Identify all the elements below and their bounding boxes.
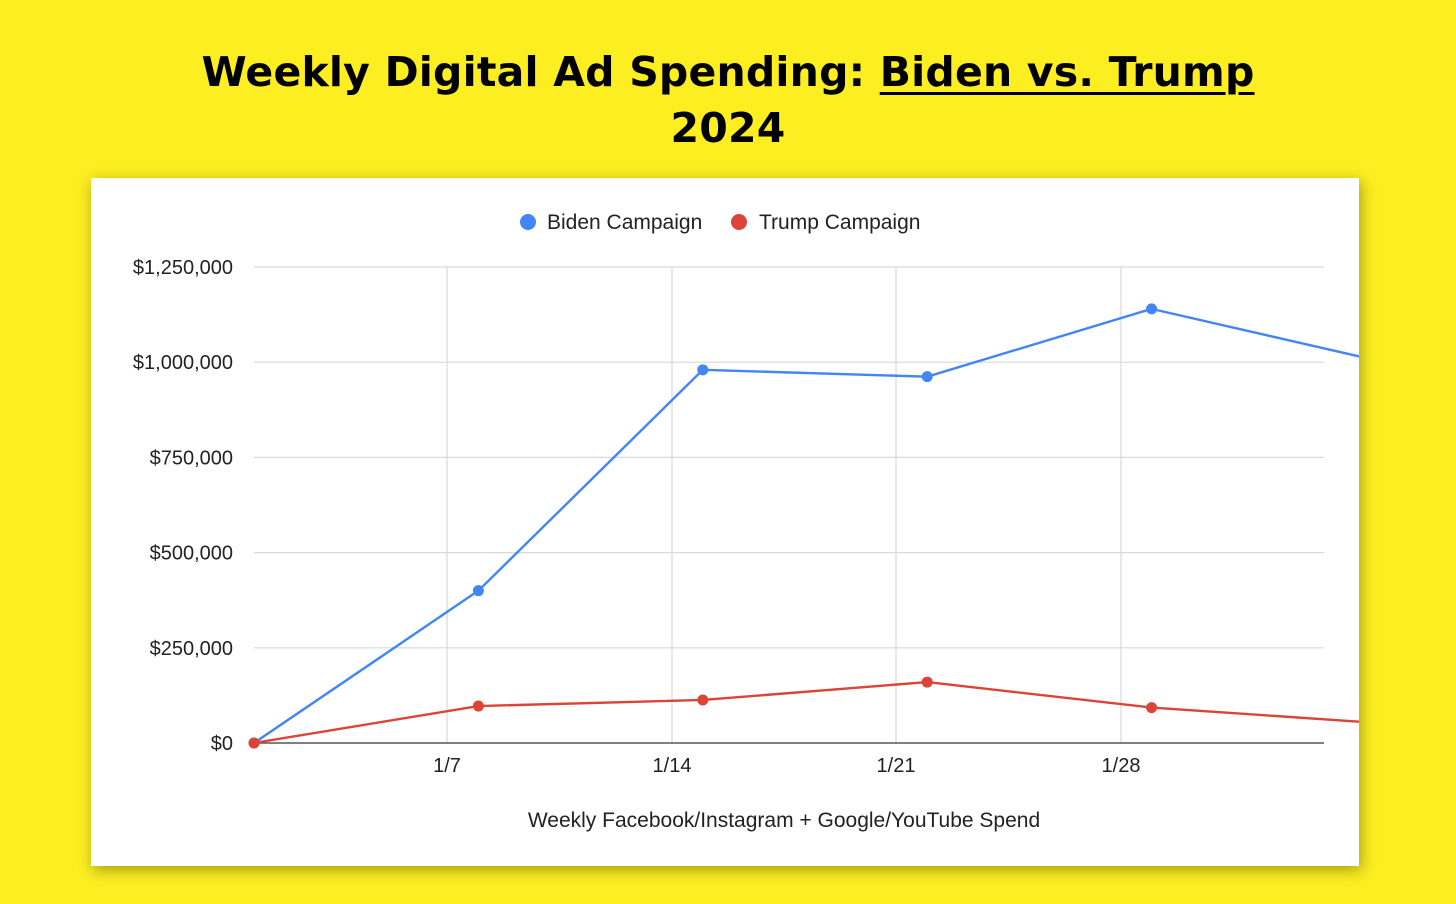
trump-campaign-legend-label: Trump Campaign [759,211,920,234]
y-tick-label: $1,250,000 [133,257,233,279]
series-group [248,303,1359,749]
biden-campaign-point [472,585,484,597]
trump-campaign-point [472,700,484,712]
x-axis: 1/7 1/14 1/21 1/28 [254,742,1324,777]
line-chart: Biden Campaign Trump Campaign $0$250,000$… [133,211,1359,832]
biden-campaign-legend-label: Biden Campaign [547,211,702,234]
y-tick-label: $750,000 [150,447,233,469]
legend: Biden Campaign Trump Campaign [520,211,920,234]
trump-campaign-point [697,694,709,706]
title-prefix: Weekly Digital Ad Spending: [201,48,880,96]
trump-campaign-legend-marker [731,214,747,230]
grid [254,266,1324,743]
x-tick-label: 1/14 [653,755,692,777]
y-axis: $0 $250,000 $500,000 $750,000 $1,000,000 $1,2… [133,257,233,755]
trump-campaign-line [253,680,1359,745]
chart-card: Biden Campaign Trump Campaign $0 $250,000 $… [91,178,1359,866]
biden-campaign-line [253,307,1359,744]
y-tick-label: $500,000 [150,543,233,565]
trump-campaign-point [248,737,260,749]
biden-campaign-point [1146,303,1158,315]
biden-campaign-legend-marker [520,214,536,230]
x-tick-label: 1/21 [877,755,916,777]
x-tick-label: 1/7 [433,755,461,777]
title-emphasis: Biden vs. Trump [879,48,1255,96]
trump-campaign-point [1146,702,1158,714]
biden-campaign-point [697,364,709,376]
chart-title: Weekly Digital Ad Spending: Biden vs. Tr… [0,44,1456,156]
y-tick-label: $1,000,000 [133,352,233,374]
y-tick-label: $250,000 [150,638,233,660]
trump-campaign-point [921,676,933,688]
biden-campaign-point [921,371,933,383]
y-tick-label: $0 [211,733,233,755]
title-year: 2024 [670,104,786,152]
x-axis-title: Weekly Facebook/Instagram + Google/YouTu… [528,809,1040,832]
x-tick-label: 1/28 [1102,755,1141,777]
